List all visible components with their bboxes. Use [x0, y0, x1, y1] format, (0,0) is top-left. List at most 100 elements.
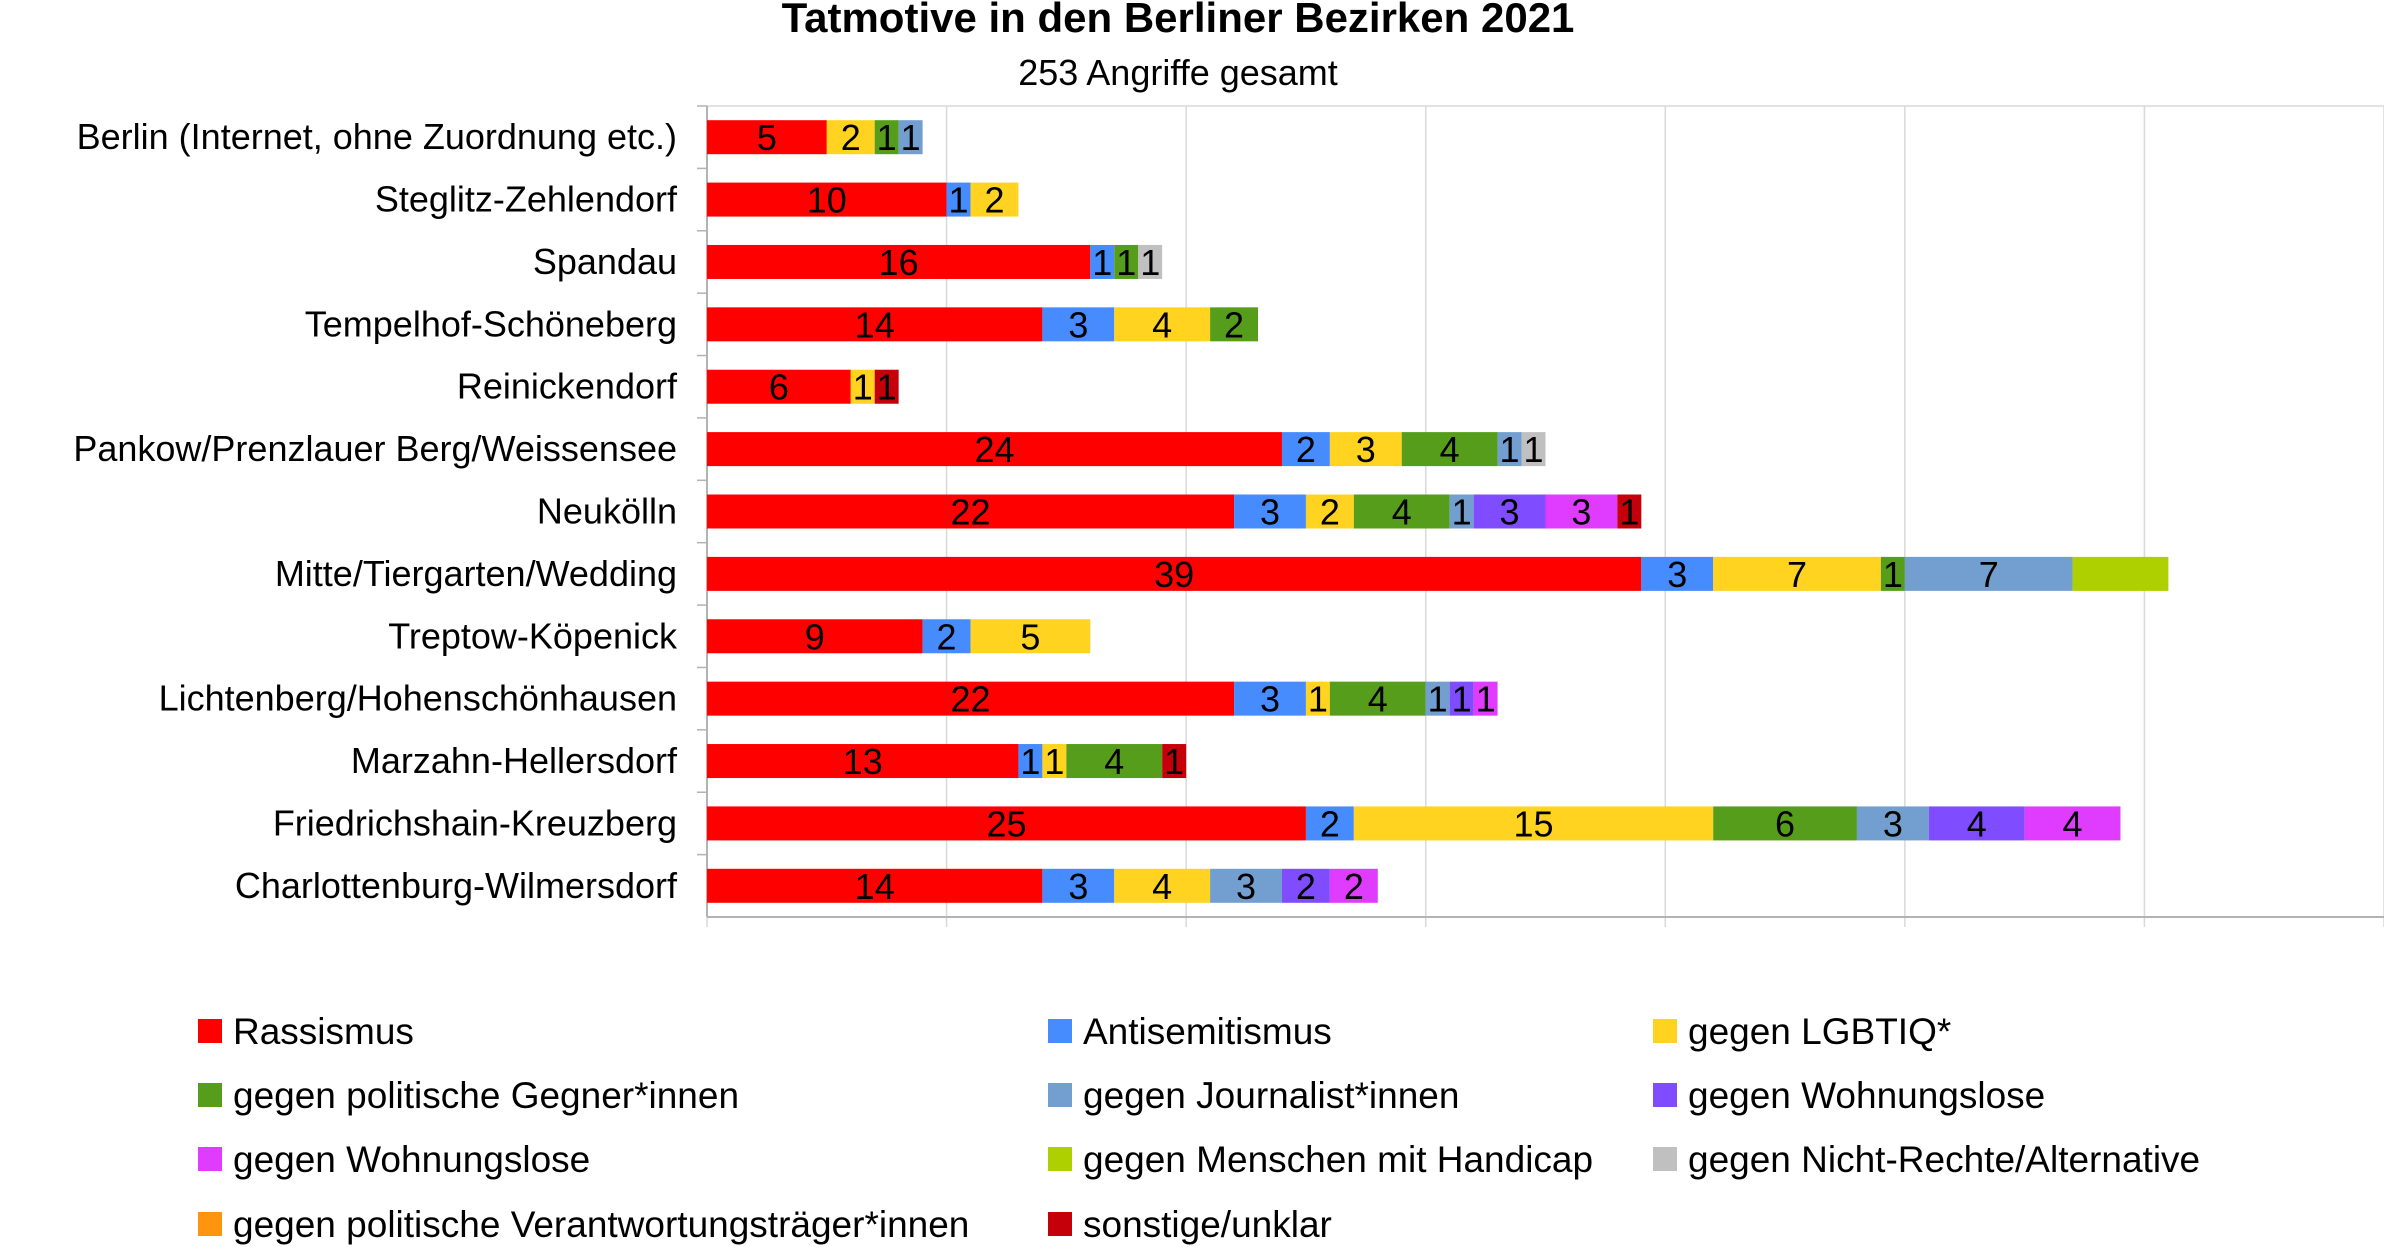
bar-segment — [1617, 494, 1642, 529]
data-label: 4 — [1368, 679, 1388, 720]
data-label: 25 — [986, 803, 1026, 844]
legend-swatch — [1653, 1147, 1677, 1171]
data-label: 4 — [1104, 741, 1124, 782]
data-label: 22 — [951, 492, 991, 533]
bar-segment — [1928, 806, 2025, 841]
bar-segment — [1353, 494, 1450, 529]
data-label: 1 — [949, 180, 969, 221]
data-label: 4 — [1967, 803, 1987, 844]
chart-subtitle: 253 Angriffe gesamt — [1018, 52, 1338, 93]
legend-label: gegen Menschen mit Handicap — [1083, 1139, 1593, 1180]
data-label: 1 — [1092, 242, 1112, 283]
data-label: 6 — [1775, 803, 1795, 844]
bar-segment — [707, 369, 851, 404]
bar-segment — [1114, 244, 1139, 279]
legend-swatch — [1653, 1019, 1677, 1043]
bar-segment — [707, 120, 827, 155]
legend-swatch — [198, 1019, 222, 1043]
data-label: 3 — [1571, 492, 1591, 533]
bar-segment — [1281, 432, 1330, 467]
chart-title: Tatmotive in den Berliner Bezirken 2021 — [782, 0, 1575, 41]
legend-swatch — [198, 1083, 222, 1107]
data-label: 3 — [1260, 492, 1280, 533]
data-label: 1 — [1883, 554, 1903, 595]
bar-segment — [1018, 744, 1043, 779]
bar-segment — [1305, 806, 1354, 841]
data-label: 14 — [855, 304, 895, 345]
category-labels: Berlin (Internet, ohne Zuordnung etc.) St… — [73, 116, 678, 906]
bar-segment — [826, 120, 875, 155]
bar-segment — [1401, 432, 1498, 467]
bar-segment — [1473, 681, 1498, 716]
data-label: 4 — [1152, 304, 1172, 345]
data-label: 15 — [1513, 803, 1553, 844]
category-label: Treptow-Köpenick — [388, 615, 678, 656]
bar-segment — [707, 307, 1043, 342]
legend-label: gegen Wohnungslose — [233, 1139, 590, 1180]
bar-segment — [1281, 868, 1330, 903]
data-label: 1 — [1116, 242, 1136, 283]
bar-segment — [1449, 494, 1474, 529]
bar-segment — [1042, 868, 1115, 903]
data-label: 1 — [877, 367, 897, 408]
bar-segment — [1210, 868, 1282, 903]
data-label: 4 — [1152, 866, 1172, 907]
bar-segment — [1713, 556, 1881, 591]
category-label: Reinickendorf — [457, 366, 678, 407]
legend-label: gegen politische Verantwortungsträger*in… — [233, 1204, 969, 1245]
legend-label: gegen LGBTIQ* — [1688, 1011, 1951, 1052]
legend-label: sonstige/unklar — [1083, 1204, 1332, 1245]
legend-swatch — [198, 1147, 222, 1171]
bar-segment — [1090, 244, 1115, 279]
bar-segment — [707, 244, 1091, 279]
bar-segment — [1305, 681, 1330, 716]
legend-label: gegen politische Gegner*innen — [233, 1075, 739, 1116]
bar-segment — [1305, 494, 1354, 529]
bar-segment — [1329, 681, 1426, 716]
data-label: 7 — [1787, 554, 1807, 595]
bar-segment — [707, 744, 1019, 779]
bar-segment — [1521, 432, 1546, 467]
category-label: Lichtenberg/Hohenschönhausen — [159, 678, 677, 719]
bar-segment — [1210, 307, 1259, 342]
legend-swatch — [1048, 1083, 1072, 1107]
bar-segment — [1042, 307, 1115, 342]
data-label: 1 — [901, 117, 921, 158]
bar-segment — [1042, 744, 1067, 779]
legend-swatch — [1048, 1212, 1072, 1236]
data-label: 2 — [1296, 866, 1316, 907]
bar-segment — [1066, 744, 1163, 779]
bar-segment — [707, 556, 1642, 591]
bar-segment — [1425, 681, 1450, 716]
data-label: 14 — [855, 866, 895, 907]
data-label: 1 — [1044, 741, 1064, 782]
category-label: Spandau — [533, 241, 677, 282]
data-label: 9 — [805, 616, 825, 657]
bar-segment — [1904, 556, 2073, 591]
data-label: 3 — [1260, 679, 1280, 720]
data-label: 1 — [1020, 741, 1040, 782]
data-label: 2 — [1224, 304, 1244, 345]
data-label: 1 — [877, 117, 897, 158]
data-label: 1 — [853, 367, 873, 408]
data-label: 4 — [1440, 429, 1460, 470]
bar-segment — [1138, 244, 1163, 279]
legend-swatch — [1048, 1147, 1072, 1171]
data-label: 3 — [1236, 866, 1256, 907]
data-label: 22 — [951, 679, 991, 720]
data-label: 6 — [769, 367, 789, 408]
data-label: 2 — [984, 180, 1004, 221]
data-label: 5 — [757, 117, 777, 158]
data-label: 3 — [1500, 492, 1520, 533]
legend-label: Rassismus — [233, 1011, 414, 1052]
legend-swatch — [198, 1212, 222, 1236]
bar-segment — [1473, 494, 1546, 529]
data-label: 4 — [2063, 803, 2083, 844]
legend: Rassismus Antisemitismus gegen LGBTIQ* gege… — [198, 1011, 2200, 1245]
data-label: 24 — [974, 429, 1014, 470]
bar-segment — [922, 619, 971, 654]
data-label: 13 — [843, 741, 883, 782]
bar-segment — [970, 619, 1091, 654]
bar-segment — [2024, 806, 2121, 841]
data-label: 1 — [1428, 679, 1448, 720]
